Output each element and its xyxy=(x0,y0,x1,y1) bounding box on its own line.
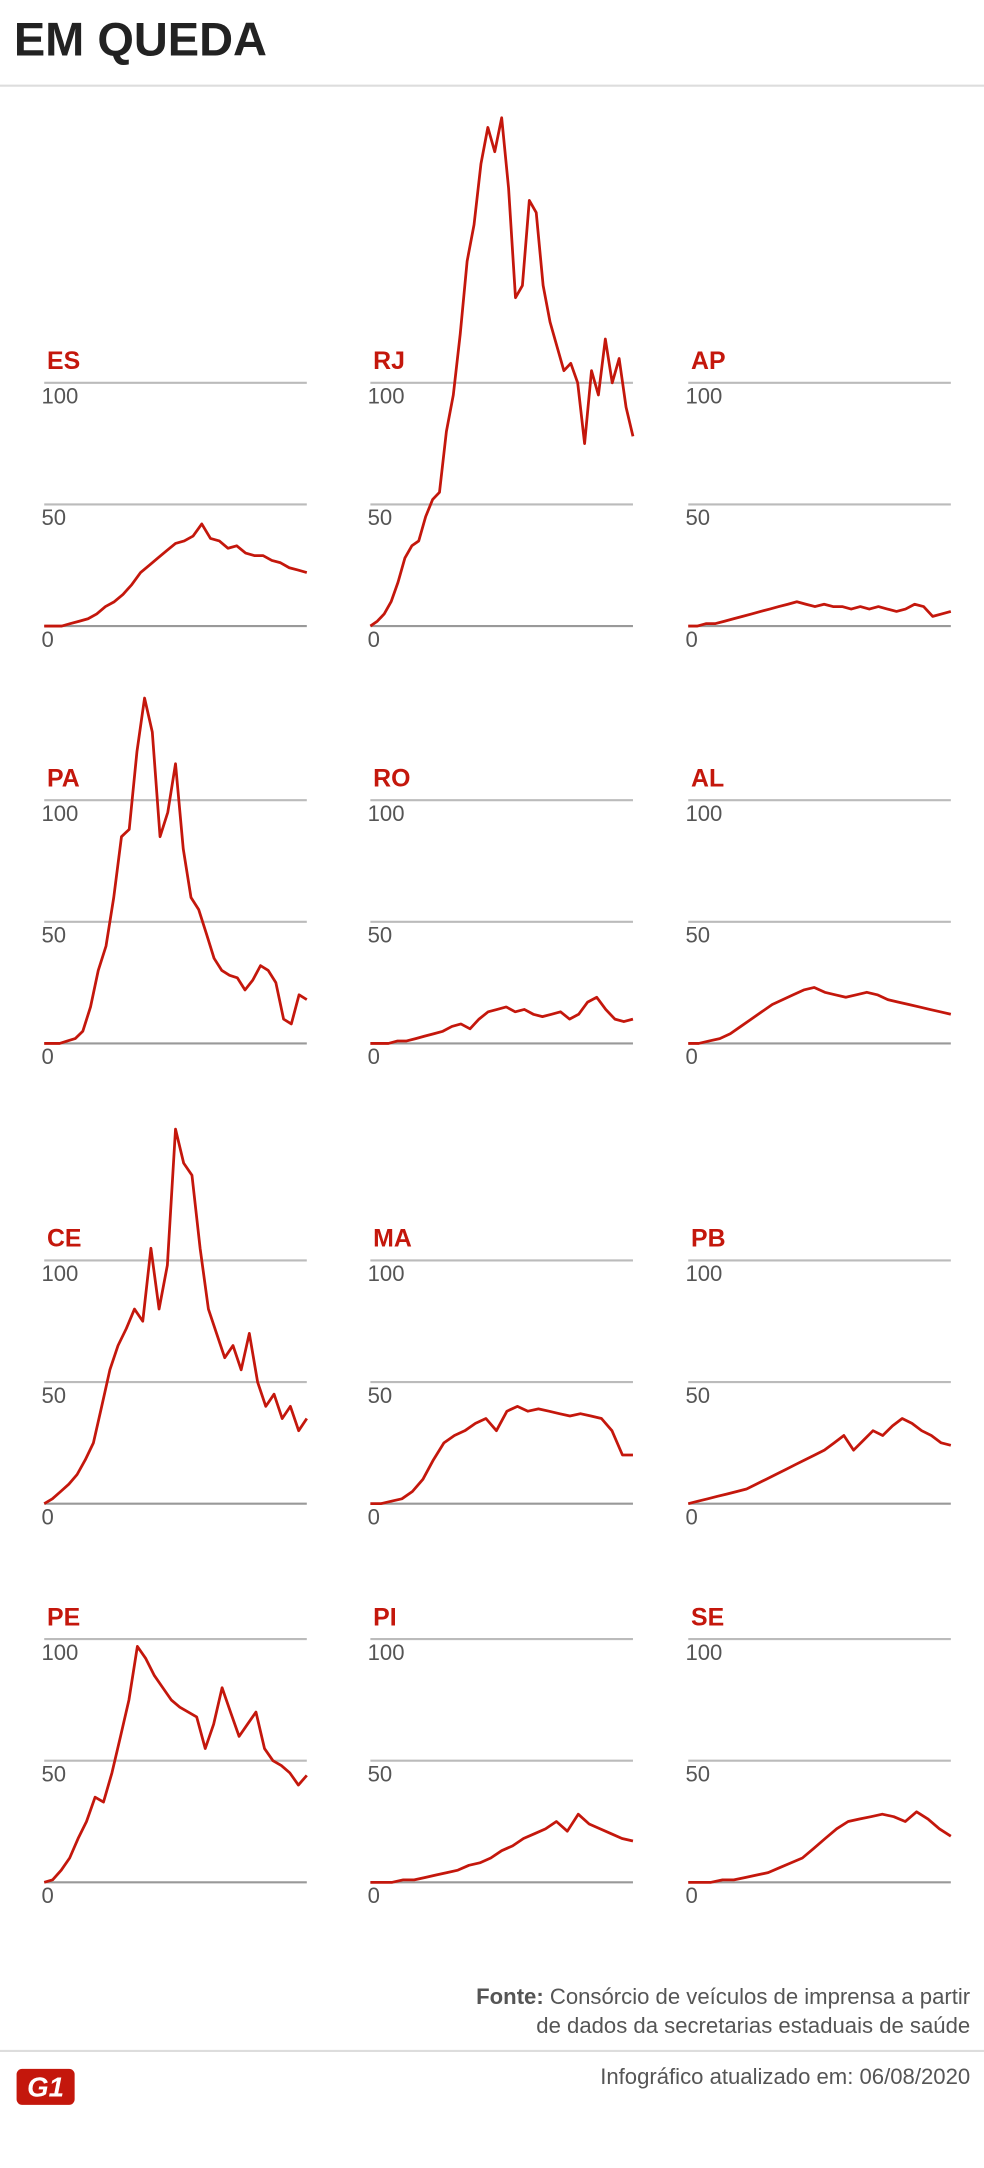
y-tick-label: 0 xyxy=(41,1883,53,1908)
y-tick-label: 0 xyxy=(685,1504,697,1529)
y-tick-label: 50 xyxy=(368,923,393,948)
y-tick-label: 50 xyxy=(41,923,66,948)
data-line xyxy=(43,1127,308,1505)
data-line xyxy=(43,1645,308,1884)
chart-title: RO xyxy=(373,764,410,792)
y-tick-label: 50 xyxy=(41,1383,66,1408)
source-label: Fonte: xyxy=(476,1984,544,2009)
data-line xyxy=(369,116,635,628)
y-tick-label: 0 xyxy=(368,627,380,652)
page-title: EM QUEDA xyxy=(14,12,267,65)
chart-title: SE xyxy=(691,1603,724,1631)
y-tick-label: 100 xyxy=(685,1261,722,1286)
chart-title: AP xyxy=(691,347,726,375)
y-tick-label: 0 xyxy=(368,1504,380,1529)
source-line: Fonte: Consórcio de veículos de imprensa… xyxy=(476,1984,970,2009)
chart-title: PA xyxy=(47,764,80,792)
y-tick-label: 100 xyxy=(368,1261,405,1286)
data-line xyxy=(370,995,634,1045)
data-line xyxy=(44,522,308,628)
data-line xyxy=(688,986,952,1045)
y-tick-label: 100 xyxy=(685,384,722,409)
data-line xyxy=(370,1404,633,1506)
y-tick-label: 100 xyxy=(41,1640,78,1665)
y-tick-label: 50 xyxy=(41,505,66,530)
y-tick-label: 0 xyxy=(685,627,697,652)
y-tick-label: 50 xyxy=(368,1761,393,1786)
source-text: de dados da secretarias estaduais de saú… xyxy=(536,2013,970,2038)
y-tick-label: 100 xyxy=(41,384,78,409)
y-tick-label: 50 xyxy=(41,1761,66,1786)
y-tick-label: 50 xyxy=(685,1383,710,1408)
y-tick-label: 50 xyxy=(368,1383,393,1408)
chart-title: CE xyxy=(47,1225,82,1253)
data-line xyxy=(44,696,308,1045)
y-tick-label: 0 xyxy=(368,1883,380,1908)
data-line xyxy=(370,1812,634,1884)
chart-title: MA xyxy=(373,1225,412,1253)
data-line xyxy=(687,1417,952,1505)
y-tick-label: 100 xyxy=(368,384,405,409)
chart-title: PE xyxy=(47,1603,80,1631)
y-tick-label: 100 xyxy=(41,801,78,826)
chart-title: PI xyxy=(373,1603,397,1631)
y-tick-label: 50 xyxy=(685,505,710,530)
y-tick-label: 0 xyxy=(368,1044,380,1069)
logo-badge xyxy=(16,2068,75,2105)
y-tick-label: 0 xyxy=(41,627,53,652)
logo: G1 xyxy=(27,2072,64,2103)
y-tick-label: 50 xyxy=(685,1761,710,1786)
y-tick-label: 100 xyxy=(41,1261,78,1286)
chart-title: PB xyxy=(691,1225,726,1253)
source-text: Consórcio de veículos de imprensa a part… xyxy=(550,1984,970,2009)
y-tick-label: 0 xyxy=(685,1883,697,1908)
y-tick-label: 0 xyxy=(685,1044,697,1069)
y-tick-label: 50 xyxy=(368,505,393,530)
y-tick-label: 100 xyxy=(368,801,405,826)
data-line xyxy=(688,1810,952,1884)
y-tick-label: 0 xyxy=(41,1504,53,1529)
chart-title: AL xyxy=(691,764,724,792)
y-tick-label: 100 xyxy=(368,1640,405,1665)
chart-title: ES xyxy=(47,347,80,375)
updated-note: Infográfico atualizado em: 06/08/2020 xyxy=(600,2064,970,2089)
y-tick-label: 0 xyxy=(41,1044,53,1069)
chart-title: RJ xyxy=(373,347,405,375)
y-tick-label: 100 xyxy=(685,1640,722,1665)
data-line xyxy=(688,600,952,628)
y-tick-label: 50 xyxy=(685,923,710,948)
y-tick-label: 100 xyxy=(685,801,722,826)
